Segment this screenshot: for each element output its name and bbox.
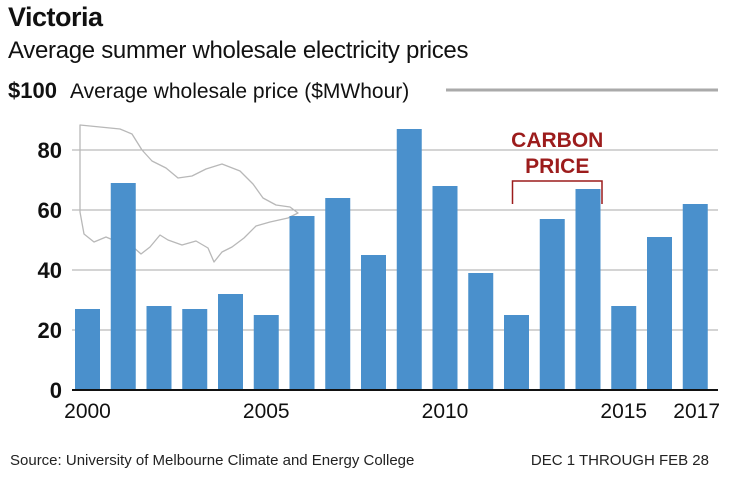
x-tick-label: 2015	[600, 400, 647, 423]
annotation-text: CARBON	[511, 129, 603, 152]
bars	[75, 129, 708, 390]
bar-2014	[575, 189, 601, 390]
x-tick-label: 2017	[673, 400, 720, 423]
bar-2016	[647, 237, 672, 390]
annotation-text: PRICE	[525, 155, 589, 178]
bar-2010	[432, 186, 458, 390]
y-tick-label: $100	[8, 78, 57, 103]
y-tick-label: 80	[38, 138, 62, 163]
chart-title: Victoria	[8, 2, 103, 32]
y-axis-label: Average wholesale price ($MWhour)	[70, 80, 409, 103]
bar-2006	[289, 216, 315, 390]
x-tick-label: 2005	[243, 400, 290, 423]
source-note: Source: University of Melbourne Climate …	[10, 452, 415, 469]
chart-subtitle: Average summer wholesale electricity pri…	[8, 37, 469, 64]
x-tick-label: 2010	[422, 400, 469, 423]
bar-2017	[682, 204, 708, 390]
bar-2011	[468, 273, 494, 390]
bar-2012	[504, 315, 529, 390]
bar-2008	[361, 255, 386, 390]
y-tick-label: 60	[38, 198, 62, 223]
bar-2005	[253, 315, 279, 390]
carbon-price-annotation: CARBON PRICE	[511, 129, 603, 204]
y-tick-label: 40	[38, 258, 62, 283]
bar-2004	[218, 294, 243, 390]
axis-ticks: 0 20 40 60 80 $100 2000 2005 2010 2015 2017	[8, 78, 720, 423]
y-tick-label: 20	[38, 318, 62, 343]
annotation-bracket	[511, 180, 603, 204]
bar-2007	[325, 198, 351, 390]
x-tick-label: 2000	[64, 400, 111, 423]
bar-2015	[611, 306, 637, 390]
date-range-note: DEC 1 THROUGH FEB 28	[530, 452, 709, 469]
bar-2013	[539, 219, 565, 390]
bar-2002	[146, 306, 172, 390]
bar-2001	[110, 183, 136, 390]
gridlines	[72, 88, 718, 331]
bar-2009	[396, 129, 422, 390]
bar-2000	[75, 309, 100, 390]
bar-2003	[182, 309, 208, 390]
y-tick-label: 0	[50, 378, 62, 403]
